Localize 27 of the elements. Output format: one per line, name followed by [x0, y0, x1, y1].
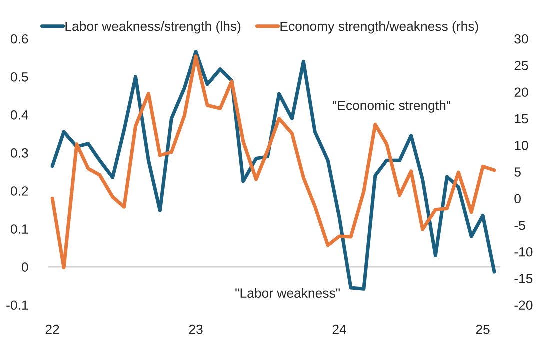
y-tick-label: 0.2: [10, 186, 28, 196]
annotation: "Labor weakness": [236, 288, 340, 298]
y2-tick-label: 10: [515, 140, 528, 150]
annotation: "Economic strength": [333, 100, 451, 113]
y-tick-label: 0.4: [10, 110, 28, 120]
legend-label: Economy strength/weakness (rhs): [280, 21, 478, 34]
y2-tick-label: 25: [514, 61, 528, 70]
x-tick-label: 25: [476, 324, 490, 334]
y2-tick-label: -10: [514, 247, 533, 257]
y-tick-label: 0: [22, 262, 28, 272]
y2-tick-label: -15: [514, 274, 533, 284]
y-tick-label: 0.6: [10, 34, 28, 44]
y2-tick-label: 15: [515, 114, 528, 124]
y-tick-label: 0.1: [10, 224, 28, 234]
y2-tick-label: 30: [514, 34, 528, 44]
y2-tick-label: 20: [514, 88, 528, 98]
y2-tick-label: 5: [514, 168, 521, 177]
legend-label: Labor weakness/strength (lhs): [66, 21, 241, 34]
y-tick-label: 0.5: [10, 72, 28, 82]
y-tick-label: 0.3: [10, 148, 28, 158]
y2-tick-label: 0: [514, 194, 521, 204]
x-tick-label: 23: [189, 324, 203, 334]
y-tick-label: -0.1: [6, 300, 28, 310]
x-tick-label: 22: [46, 324, 60, 334]
y2-tick-label: -20: [514, 300, 533, 310]
y2-tick-label: -5: [514, 220, 526, 230]
x-tick-label: 24: [332, 324, 346, 334]
